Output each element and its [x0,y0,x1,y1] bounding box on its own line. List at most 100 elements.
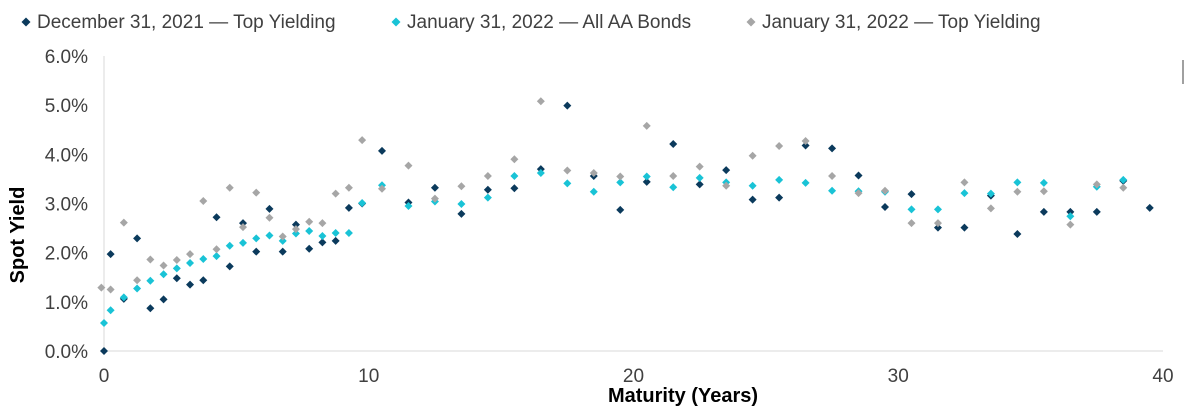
y-tick-label: 4.0% [45,145,88,166]
data-point [1013,187,1022,196]
data-point [616,205,625,214]
data-point [146,304,155,313]
data-point [291,229,300,238]
data-point [510,171,519,180]
x-tick-label: 40 [1152,366,1173,387]
data-point [252,247,261,256]
data-point [377,184,386,193]
data-point [305,217,314,226]
data-point [457,182,466,191]
data-point [133,276,142,285]
data-point [775,175,784,184]
x-axis-title: Maturity (Years) [608,385,758,407]
data-point [1013,229,1022,238]
data-point [199,255,208,264]
data-point [291,225,300,234]
data-point [186,250,195,259]
data-point [252,234,261,243]
data-point [172,274,181,283]
data-point [854,189,863,198]
data-point [960,189,969,198]
data-point [331,236,340,245]
data-point [146,276,155,285]
data-point [100,318,108,327]
data-point [669,140,678,149]
data-point [278,236,287,245]
data-point [828,186,837,195]
data-point [377,146,386,155]
data-point [252,188,261,197]
data-point [331,229,340,237]
data-point [97,283,106,292]
data-point [933,223,942,232]
legend-label: January 31, 2022 — Top Yielding [762,12,1041,33]
y-tick-label: 2.0% [45,244,88,265]
data-point [186,280,195,289]
data-point [199,197,208,206]
legend: December 31, 2021 — Top Yielding January … [21,12,1041,33]
data-point [344,229,353,237]
x-tick-label: 20 [623,366,644,387]
data-point [933,219,942,228]
data-point [1092,180,1101,189]
data-point [589,187,598,196]
data-point [119,293,128,302]
x-tick-label: 10 [358,366,379,387]
legend-label: January 31, 2022 — All AA Bonds [407,12,691,33]
data-point [172,264,181,273]
data-point [265,231,274,240]
data-point [119,218,128,227]
data-point [305,227,314,236]
data-point [278,232,287,241]
data-point [722,166,731,175]
legend-label: December 31, 2021 — Top Yielding [37,12,336,33]
data-point [801,141,810,150]
data-point [1119,183,1128,192]
legend-marker [746,17,756,27]
data-point [854,171,863,180]
data-point [748,195,757,204]
data-point [430,183,439,192]
x-tick-label: 0 [99,366,110,387]
data-point [318,219,327,228]
data-point [1092,207,1101,216]
data-point [100,347,108,355]
y-axis-title-group: Spot Yield [7,187,29,284]
y-tick-label: 1.0% [45,293,88,314]
data-point [278,247,287,256]
data-point [212,245,221,254]
data-point [669,171,678,180]
data-point [1066,207,1075,216]
data-point [828,171,837,180]
data-point [801,137,810,146]
data-point [748,151,757,160]
data-point [133,284,142,293]
data-point [483,171,492,180]
x-tick-labels: 0 10 20 30 40 [99,366,1174,387]
data-point [238,238,247,247]
data-point [159,270,168,279]
series-group [97,97,1128,294]
legend-item: January 31, 2022 — Top Yielding [746,12,1041,33]
data-point [907,205,916,214]
data-point [404,161,413,170]
axes [103,56,1184,352]
data-point [106,306,115,315]
data-point [986,189,995,198]
data-point [172,256,181,265]
data-point [212,213,221,222]
data-point [106,250,115,259]
data-point [722,181,731,190]
legend-marker [21,17,31,27]
data-point [404,201,413,210]
y-tick-label: 3.0% [45,195,88,216]
data-point [563,166,572,175]
data-point [695,162,704,171]
data-point [1145,203,1154,212]
data-point [695,173,704,182]
legend-marker [391,17,401,27]
data-point [358,199,367,208]
data-point [828,144,837,153]
data-point [305,244,314,253]
data-point [775,141,784,150]
